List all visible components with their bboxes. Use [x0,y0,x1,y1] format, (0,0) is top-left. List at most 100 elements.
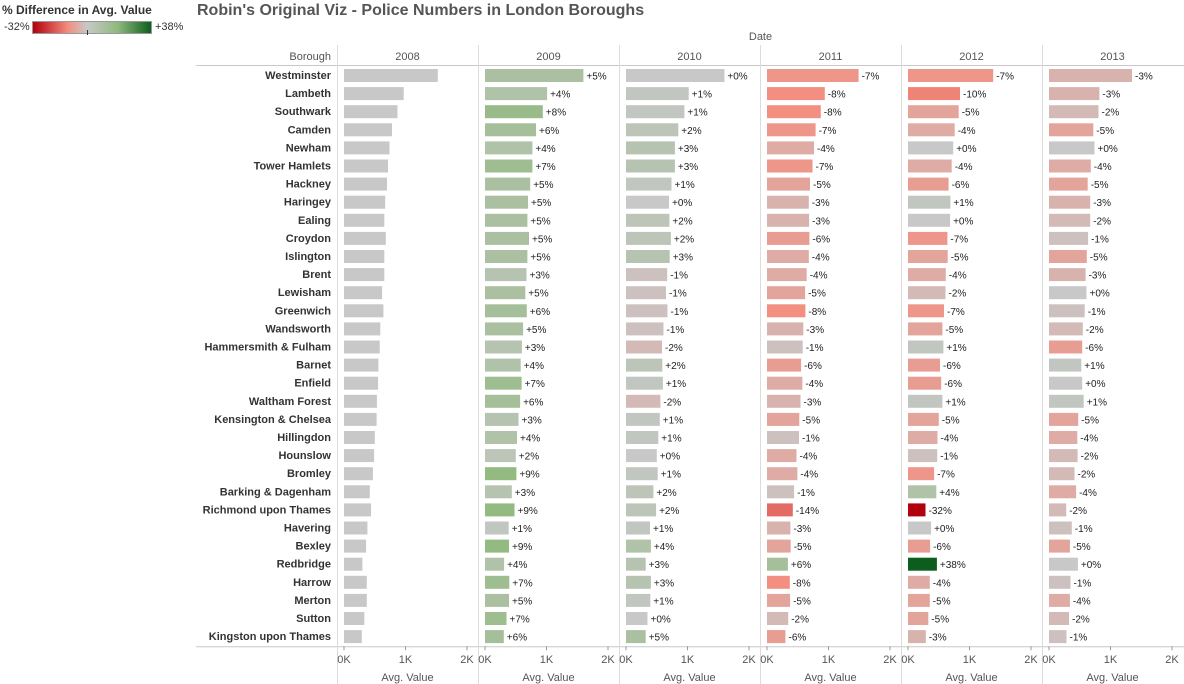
bar[interactable] [767,467,798,481]
bar[interactable] [908,449,938,463]
bar[interactable] [626,177,672,191]
bar[interactable] [767,69,859,82]
bar[interactable] [767,449,797,463]
bar[interactable] [767,412,800,426]
bar[interactable] [344,195,386,209]
bar[interactable] [908,123,955,137]
bar[interactable] [908,159,952,173]
bar[interactable] [626,503,657,517]
bar[interactable] [485,123,536,137]
bar[interactable] [485,376,522,390]
bar[interactable] [767,557,788,571]
bar[interactable] [1049,485,1077,499]
bar[interactable] [767,231,810,245]
bar[interactable] [767,177,810,191]
bar[interactable] [626,485,654,499]
bar[interactable] [344,539,367,553]
bar[interactable] [1049,431,1078,444]
bar[interactable] [908,268,946,282]
bar[interactable] [908,431,938,444]
bar[interactable] [626,376,663,390]
bar[interactable] [1049,394,1084,408]
bar[interactable] [1049,521,1072,535]
bar[interactable] [344,87,404,101]
bar[interactable] [1049,376,1083,390]
bar[interactable] [485,304,527,318]
bar[interactable] [344,304,384,318]
bar[interactable] [767,105,821,119]
bar[interactable] [1049,69,1132,82]
bar[interactable] [626,195,669,209]
bar[interactable] [626,159,675,173]
bar[interactable] [1049,630,1067,644]
bar[interactable] [767,485,795,499]
bar[interactable] [485,431,517,444]
bar[interactable] [908,593,930,607]
bar[interactable] [485,213,528,227]
bar[interactable] [1049,612,1069,625]
bar[interactable] [767,322,804,336]
bar[interactable] [344,105,398,119]
bar[interactable] [344,412,377,426]
bar[interactable] [1049,340,1083,354]
bar[interactable] [767,87,825,101]
bar[interactable] [908,141,954,155]
bar[interactable] [485,485,512,499]
bar[interactable] [626,394,661,408]
bar[interactable] [767,376,803,390]
bar[interactable] [344,467,373,481]
bar[interactable] [1049,467,1075,481]
bar[interactable] [626,268,668,282]
bar[interactable] [485,141,533,155]
bar[interactable] [344,340,380,354]
bar[interactable] [908,231,948,245]
bar[interactable] [908,467,935,481]
bar[interactable] [344,575,367,589]
bar[interactable] [626,630,646,644]
bar[interactable] [485,630,504,644]
bar[interactable] [485,612,507,625]
bar[interactable] [626,322,664,336]
bar[interactable] [485,557,505,571]
bar[interactable] [767,630,786,644]
bar[interactable] [767,593,791,607]
bar[interactable] [1049,250,1087,263]
bar[interactable] [908,304,944,318]
bar[interactable] [485,250,528,263]
bar[interactable] [626,105,685,119]
bar[interactable] [767,286,806,300]
bar[interactable] [1049,575,1071,589]
bar[interactable] [626,539,651,553]
bar[interactable] [344,268,385,282]
bar[interactable] [344,231,386,245]
bar[interactable] [485,394,521,408]
bar[interactable] [767,539,791,553]
bar[interactable] [626,612,648,625]
bar[interactable] [908,503,926,517]
bar[interactable] [344,485,370,499]
bar[interactable] [908,539,931,553]
bar[interactable] [485,268,527,282]
bar[interactable] [344,286,383,300]
bar[interactable] [1049,593,1070,607]
bar[interactable] [626,286,666,300]
bar[interactable] [344,123,392,137]
bar[interactable] [1049,87,1100,101]
bar[interactable] [908,340,944,354]
bar[interactable] [344,177,387,191]
bar[interactable] [1049,286,1087,300]
bar[interactable] [344,213,385,227]
bar[interactable] [485,87,548,101]
bar[interactable] [626,141,675,155]
bar[interactable] [485,467,517,481]
bar[interactable] [485,539,509,553]
bar[interactable] [908,521,932,535]
bar[interactable] [908,105,959,119]
bar[interactable] [485,449,516,463]
bar[interactable] [908,575,930,589]
bar[interactable] [344,159,388,173]
bar[interactable] [908,376,942,390]
bar[interactable] [1049,159,1091,173]
bar[interactable] [485,358,521,372]
bar[interactable] [485,412,519,426]
